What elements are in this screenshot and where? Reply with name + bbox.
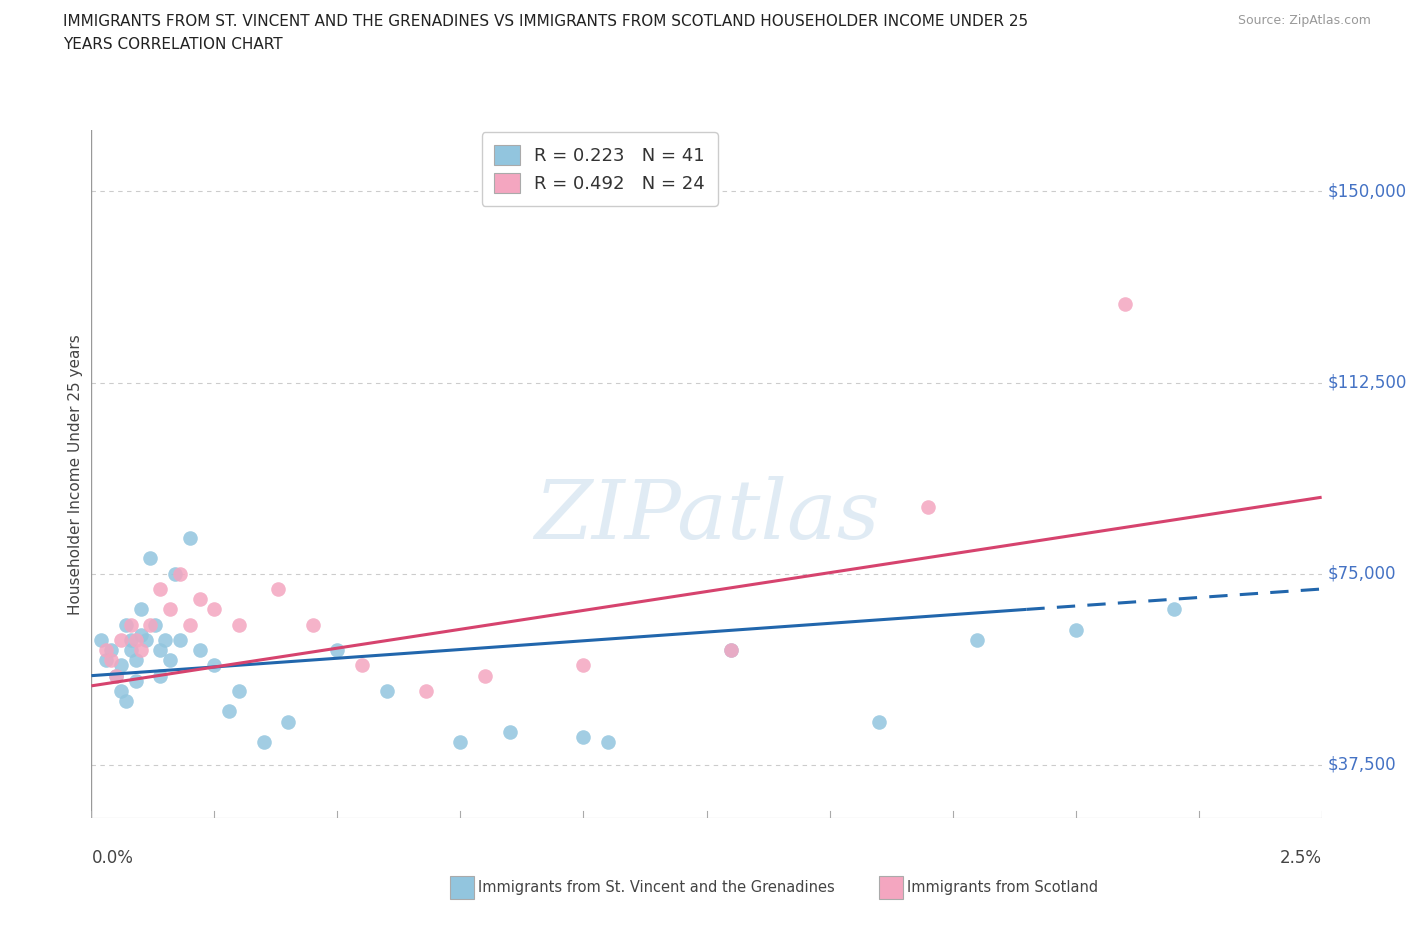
Point bbox=[720, 643, 742, 658]
Point bbox=[90, 632, 112, 647]
Point bbox=[202, 602, 225, 617]
Point bbox=[100, 653, 122, 668]
Y-axis label: Householder Income Under 25 years: Householder Income Under 25 years bbox=[67, 334, 83, 615]
Text: 0.0%: 0.0% bbox=[91, 849, 134, 867]
Point bbox=[159, 602, 181, 617]
Point bbox=[129, 602, 152, 617]
Point bbox=[153, 632, 177, 647]
Point bbox=[105, 669, 127, 684]
Point bbox=[110, 632, 132, 647]
Point bbox=[129, 643, 152, 658]
Point bbox=[572, 658, 595, 673]
Legend: R = 0.223   N = 41, R = 0.492   N = 24: R = 0.223 N = 41, R = 0.492 N = 24 bbox=[482, 132, 717, 206]
Point bbox=[110, 684, 132, 698]
Point bbox=[218, 704, 240, 719]
Point bbox=[188, 643, 211, 658]
Point bbox=[917, 500, 939, 515]
Point bbox=[120, 618, 142, 632]
Point bbox=[252, 735, 274, 750]
Point bbox=[149, 581, 172, 596]
Point bbox=[124, 673, 146, 688]
Point bbox=[169, 632, 191, 647]
Point bbox=[124, 653, 146, 668]
Point bbox=[202, 658, 225, 673]
Point bbox=[179, 618, 201, 632]
Point bbox=[868, 714, 890, 729]
Text: Immigrants from Scotland: Immigrants from Scotland bbox=[907, 880, 1098, 895]
Point bbox=[163, 566, 186, 581]
Point bbox=[179, 531, 201, 546]
Text: 2.5%: 2.5% bbox=[1279, 849, 1322, 867]
Point bbox=[129, 628, 152, 643]
Point bbox=[352, 658, 374, 673]
Point bbox=[572, 729, 595, 744]
Text: ZIPatlas: ZIPatlas bbox=[534, 475, 879, 555]
Point bbox=[96, 653, 117, 668]
Point bbox=[149, 669, 172, 684]
Point bbox=[110, 658, 132, 673]
Point bbox=[159, 653, 181, 668]
Point bbox=[169, 566, 191, 581]
Point bbox=[1064, 622, 1087, 637]
Point bbox=[720, 643, 742, 658]
Point bbox=[105, 669, 127, 684]
Point bbox=[474, 669, 496, 684]
Point bbox=[188, 591, 211, 606]
Point bbox=[596, 735, 619, 750]
Text: Source: ZipAtlas.com: Source: ZipAtlas.com bbox=[1237, 14, 1371, 27]
Point bbox=[375, 684, 398, 698]
Point bbox=[96, 643, 117, 658]
Point bbox=[449, 735, 471, 750]
Point bbox=[277, 714, 299, 729]
Point bbox=[149, 643, 172, 658]
Point bbox=[145, 618, 166, 632]
Point bbox=[100, 643, 122, 658]
Point bbox=[1114, 296, 1136, 311]
Text: $37,500: $37,500 bbox=[1327, 756, 1396, 774]
Point bbox=[326, 643, 349, 658]
Point bbox=[135, 632, 156, 647]
Point bbox=[301, 618, 323, 632]
Text: YEARS CORRELATION CHART: YEARS CORRELATION CHART bbox=[63, 37, 283, 52]
Point bbox=[124, 632, 146, 647]
Text: $75,000: $75,000 bbox=[1327, 565, 1396, 583]
Point bbox=[114, 694, 138, 709]
Point bbox=[120, 643, 142, 658]
Point bbox=[139, 551, 162, 565]
Point bbox=[139, 618, 162, 632]
Point bbox=[498, 724, 520, 739]
Text: Immigrants from St. Vincent and the Grenadines: Immigrants from St. Vincent and the Gren… bbox=[478, 880, 835, 895]
Point bbox=[120, 632, 142, 647]
Point bbox=[114, 618, 138, 632]
Text: $150,000: $150,000 bbox=[1327, 182, 1406, 200]
Point bbox=[267, 581, 290, 596]
Point bbox=[228, 684, 250, 698]
Point bbox=[1163, 602, 1185, 617]
Point bbox=[415, 684, 437, 698]
Point bbox=[966, 632, 988, 647]
Text: $112,500: $112,500 bbox=[1327, 374, 1406, 392]
Point bbox=[228, 618, 250, 632]
Text: IMMIGRANTS FROM ST. VINCENT AND THE GRENADINES VS IMMIGRANTS FROM SCOTLAND HOUSE: IMMIGRANTS FROM ST. VINCENT AND THE GREN… bbox=[63, 14, 1028, 29]
